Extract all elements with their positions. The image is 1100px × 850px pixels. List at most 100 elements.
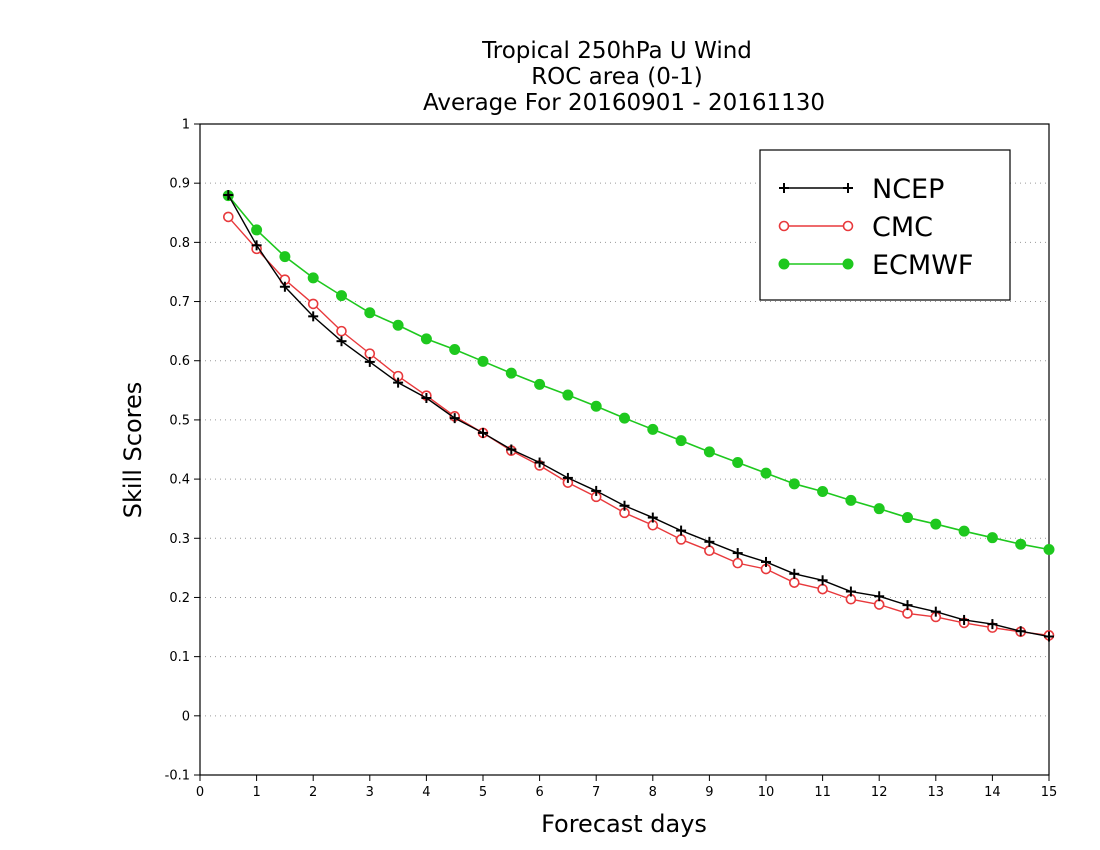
point-ncep-10 [506,444,517,455]
x-tick-label-5: 5 [479,785,487,800]
point-ncep-25 [930,606,941,617]
point-ncep-14 [619,500,630,511]
point-ncep-23 [874,591,885,602]
point-ecmwf-20 [788,478,800,490]
legend-label-ecmwf: ECMWF [872,250,973,281]
point-ncep-29 [1044,631,1054,642]
point-ncep-12 [562,472,573,483]
point-ncep-4 [336,336,347,347]
point-cmc-16 [675,534,687,545]
point-ecmwf-21 [817,486,829,498]
x-tick-label-14: 14 [984,785,1001,800]
point-ecmwf-17 [703,446,715,458]
y-tick-label-10: 0.9 [169,177,190,192]
y-tick-label-5: 0.4 [169,473,190,488]
legend-marker-end-ecmwf [842,258,854,270]
point-ecmwf-10 [505,367,517,379]
chart-title-line-3: Average For 20160901 - 20161130 [423,90,825,116]
point-ecmwf-12 [562,389,574,401]
legend-box [759,149,1011,301]
y-tick-label-11: 1 [182,118,190,133]
x-tick-label-7: 7 [592,785,600,800]
legend-marker-end-ncep [843,183,853,193]
x-tick-label-1: 1 [252,785,260,800]
series-ecmwf [222,190,1055,556]
legend: NCEP CMC ECMWF [759,149,1011,301]
point-ecmwf-8 [449,343,461,355]
x-tick-label-15: 15 [1041,785,1058,800]
x-tick-label-4: 4 [422,785,430,800]
y-tick-label-3: 0.2 [169,591,190,606]
x-tick-label-9: 9 [705,785,713,800]
point-cmc-20 [788,577,800,588]
point-cmc-21 [817,583,828,595]
point-ncep-16 [676,525,687,536]
chart-title: Tropical 250hPa U Wind ROC area (0-1) Av… [423,38,825,116]
plot-frame [199,123,1050,776]
point-ncep-1 [251,240,262,251]
point-cmc-24 [902,608,913,619]
point-ncep-9 [478,427,488,438]
point-ncep-5 [364,356,375,367]
point-ncep-21 [817,575,828,586]
y-axis-title: Skill Scores [119,382,147,519]
point-ncep-17 [704,536,715,547]
point-ecmwf-22 [845,494,857,506]
point-ecmwf-28 [1015,538,1027,550]
point-ecmwf-4 [336,290,347,302]
point-ecmwf-2 [279,251,291,263]
point-ncep-19 [761,556,771,567]
point-ecmwf-15 [647,423,659,435]
point-ecmwf-19 [760,467,772,479]
x-tick-label-11: 11 [814,785,831,800]
y-tick-label-0: -0.1 [165,769,190,784]
legend-label-cmc: CMC [872,212,933,243]
y-tick-label-8: 0.7 [169,295,190,310]
point-ecmwf-26 [958,525,970,537]
point-ecmwf-25 [930,518,942,530]
point-cmc-18 [732,557,744,569]
legend-label-ncep: NCEP [872,174,944,205]
point-cmc-4 [336,325,347,337]
point-ncep-6 [393,377,404,388]
point-ecmwf-7 [420,333,432,345]
point-ecmwf-23 [873,503,885,515]
legend-entry-ncep: NCEP [779,174,944,205]
axes: -0.100.10.20.30.40.50.60.70.80.910 1 2 3 4 5 6… [165,118,1058,801]
chart-title-line-2: ROC area (0-1) [531,64,703,90]
x-tick-label-13: 13 [928,785,945,800]
x-tick-label-10: 10 [758,785,775,800]
chart-title-line-1: Tropical 250hPa U Wind [481,38,752,64]
point-ncep-2 [279,281,290,292]
point-ncep-18 [732,548,743,559]
point-ncep-15 [647,512,658,523]
y-tick-label-1: 0 [182,709,190,724]
series-line-ncep [227,194,1050,638]
point-ecmwf-1 [251,224,263,236]
x-axis-title: Forecast days [541,810,707,838]
point-ecmwf-29 [1043,544,1055,556]
series-lines [222,190,1055,642]
y-tick-label-9: 0.8 [169,236,190,251]
point-ncep-0 [223,190,234,201]
point-ecmwf-14 [619,412,630,424]
point-ncep-20 [789,568,800,579]
point-ecmwf-5 [364,307,376,319]
x-tick-label-3: 3 [366,785,374,800]
point-ncep-24 [902,600,913,611]
x-tick-label-6: 6 [535,785,543,800]
point-ecmwf-24 [902,512,913,524]
point-ecmwf-11 [534,378,546,390]
point-ncep-7 [421,393,432,404]
legend-marker-start-cmc [778,220,790,232]
y-tick-label-4: 0.3 [169,532,190,547]
point-ncep-11 [534,457,545,468]
point-ncep-26 [959,614,970,625]
point-ncep-22 [845,586,856,597]
legend-entry-ecmwf: ECMWF [778,250,973,281]
point-ecmwf-27 [986,532,998,544]
point-ecmwf-18 [732,457,744,469]
x-tick-label-2: 2 [309,785,317,800]
point-cmc-3 [307,298,319,310]
